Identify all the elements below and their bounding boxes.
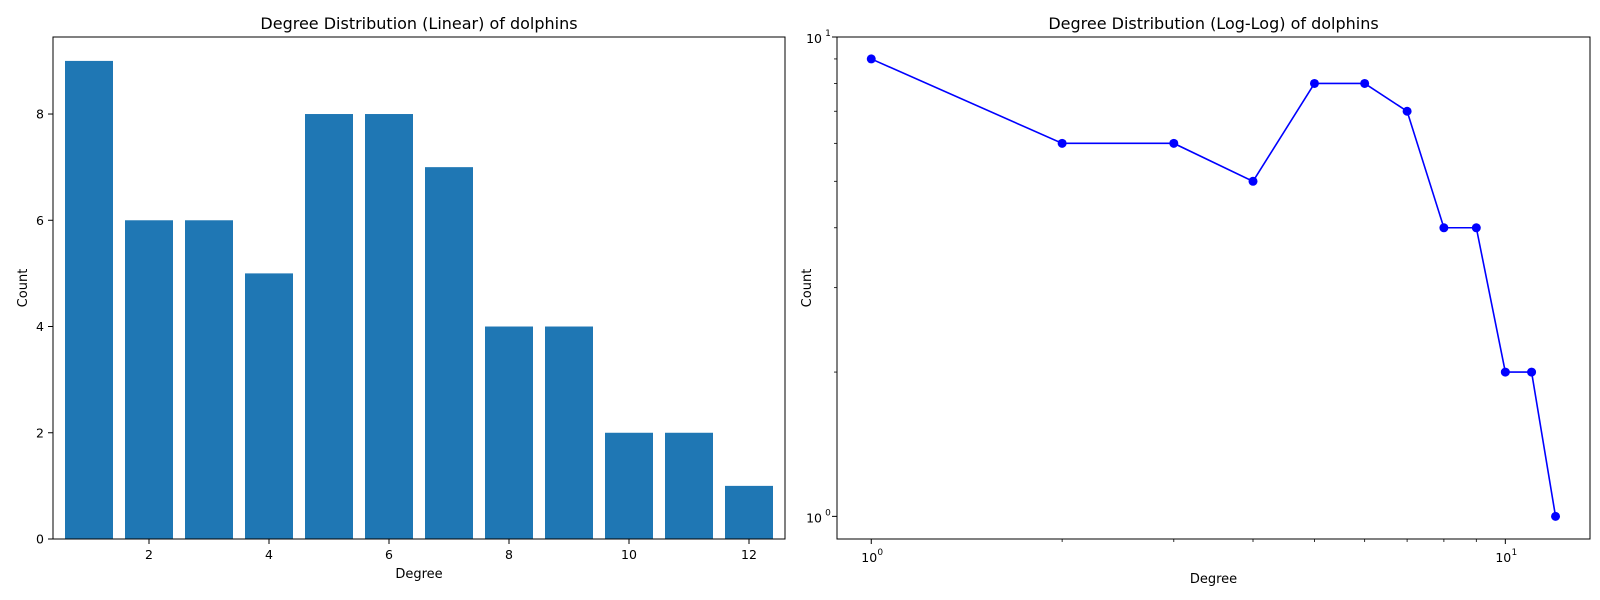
- loglog-x-tick-label-base: 10: [1495, 550, 1511, 565]
- loglog-point-degree-1: [866, 54, 876, 64]
- bar-degree-3: [185, 220, 233, 539]
- linear-x-tick-label-10: 10: [621, 547, 637, 562]
- loglog-x-tick-label-base: 10: [861, 550, 877, 565]
- loglog-point-degree-4: [1248, 176, 1258, 186]
- linear-x-tick-label-12: 12: [741, 547, 757, 562]
- linear-plot-frame: [52, 36, 786, 540]
- loglog-y-tick-label-base: 10: [806, 31, 822, 46]
- linear-chart-title: Degree Distribution (Linear) of dolphins: [260, 14, 577, 33]
- linear-x-tick-label-8: 8: [505, 547, 513, 562]
- loglog-point-degree-5: [1309, 78, 1319, 88]
- loglog-point-degree-9: [1471, 223, 1481, 233]
- linear-x-tick-label-4: 4: [265, 547, 273, 562]
- loglog-point-degree-10: [1500, 367, 1510, 377]
- loglog-y-tick-label-exp: 0: [825, 508, 831, 518]
- loglog-plot-frame: [836, 36, 1591, 540]
- loglog-y-tick-label-exp: 1: [825, 29, 831, 39]
- linear-y-tick-label-0: 0: [36, 532, 44, 547]
- linear-bar-chart: 2 4 6 8 10 12 0 2 4 6 8 Degree Distribution (Linear…: [16, 14, 786, 582]
- linear-y-tick-label-8: 8: [36, 107, 44, 122]
- loglog-x-tick-label-exp: 1: [1511, 548, 1517, 558]
- loglog-point-degree-11: [1527, 367, 1537, 377]
- loglog-point-degree-6: [1360, 78, 1370, 88]
- loglog-y-tick-label-base: 10: [806, 510, 822, 525]
- bar-degree-2: [125, 220, 173, 539]
- linear-y-tick-label-2: 2: [36, 425, 44, 440]
- bar-degree-9: [545, 326, 593, 539]
- bar-degree-7: [425, 167, 473, 540]
- linear-x-tick-label-2: 2: [145, 547, 153, 562]
- loglog-point-degree-7: [1402, 106, 1412, 116]
- bar-degree-6: [365, 114, 413, 539]
- linear-x-tick-label-6: 6: [385, 547, 393, 562]
- linear-y-tick-label-6: 6: [36, 213, 44, 228]
- bar-degree-10: [605, 432, 653, 539]
- loglog-series-line: [870, 58, 1557, 517]
- bar-degree-8: [485, 326, 533, 539]
- loglog-point-degree-8: [1439, 223, 1449, 233]
- linear-y-axis-label: Count: [16, 269, 31, 308]
- linear-x-axis-label: Degree: [395, 567, 442, 582]
- loglog-y-axis-label: Count: [800, 269, 815, 308]
- loglog-point-degree-12: [1551, 511, 1561, 521]
- loglog-chart-title: Degree Distribution (Log-Log) of dolphin…: [1048, 14, 1378, 33]
- bar-degree-4: [245, 273, 293, 539]
- loglog-point-degree-2: [1057, 138, 1067, 148]
- bar-degree-5: [305, 114, 353, 539]
- loglog-point-degree-3: [1169, 138, 1179, 148]
- linear-y-tick-label-4: 4: [36, 319, 44, 334]
- bar-degree-12: [725, 485, 773, 539]
- loglog-x-tick-label-exp: 0: [877, 548, 883, 558]
- loglog-x-axis-label: Degree: [1190, 572, 1237, 587]
- bar-degree-11: [665, 432, 713, 539]
- bar-degree-1: [65, 60, 113, 540]
